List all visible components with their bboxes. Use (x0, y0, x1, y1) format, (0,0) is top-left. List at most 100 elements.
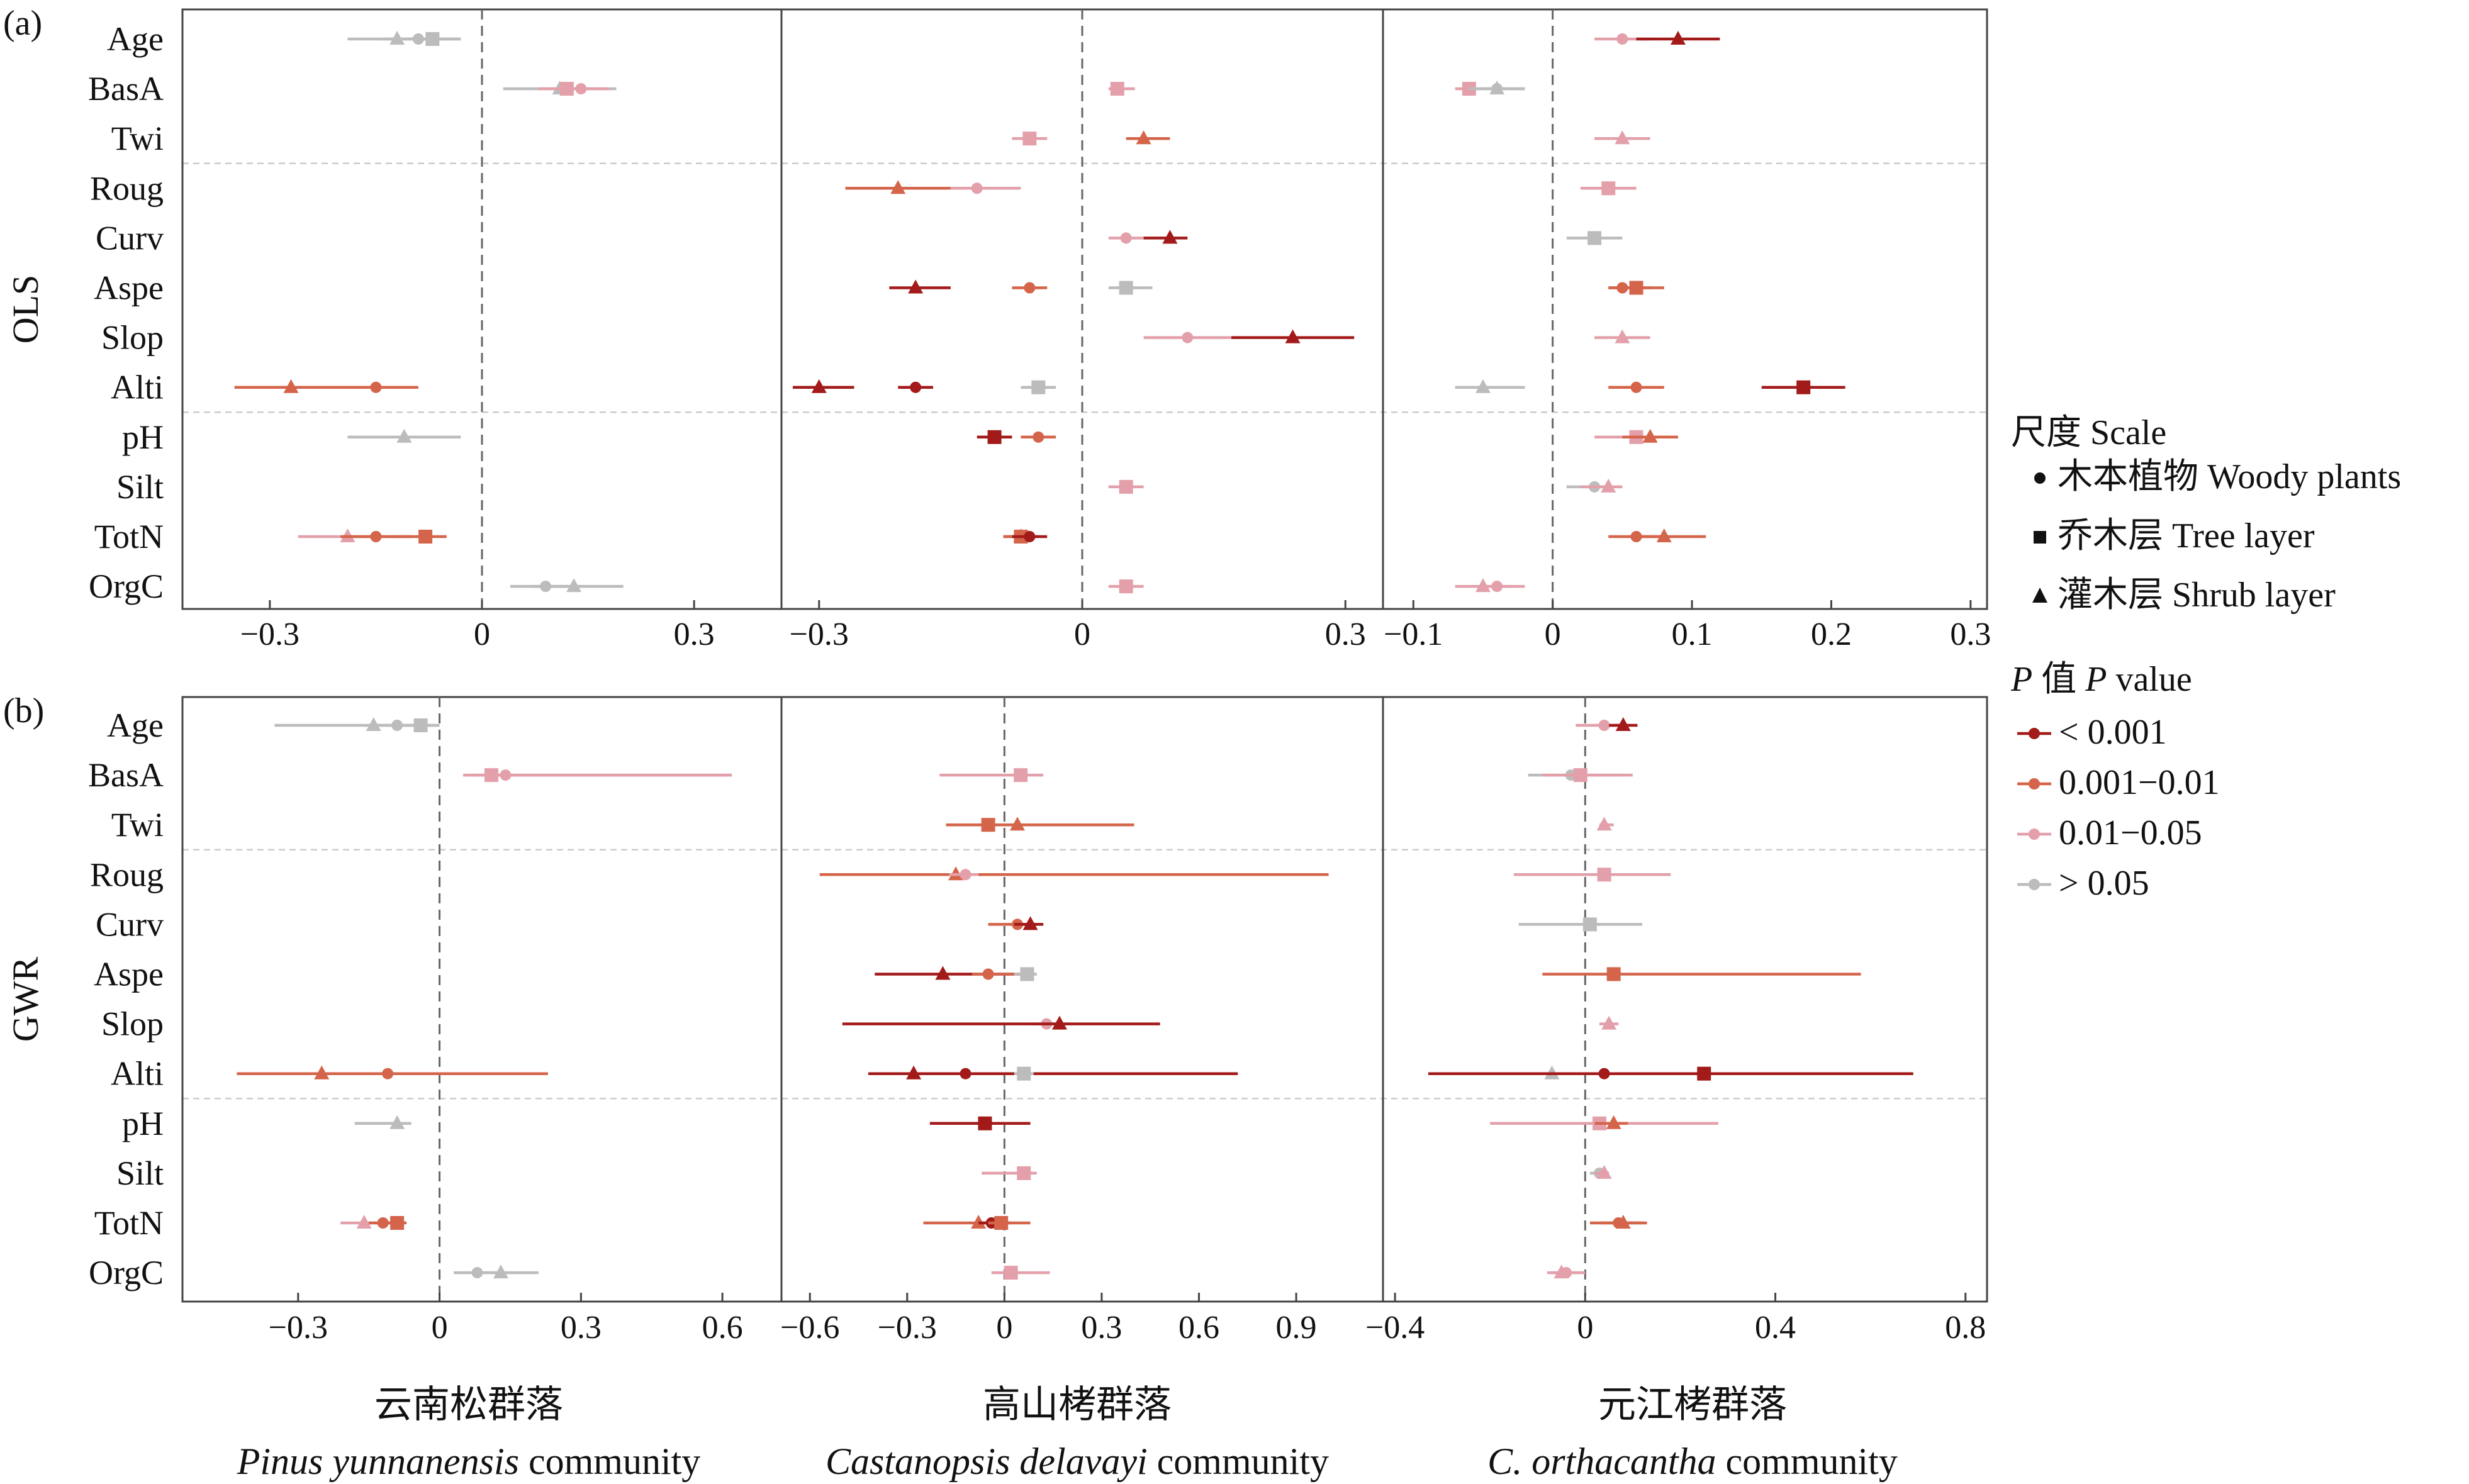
variable-label: BasA (88, 70, 164, 108)
variable-label: BasA (88, 756, 164, 794)
estimate-marker (1601, 1015, 1617, 1030)
estimate-marker (1615, 130, 1630, 145)
estimate-roug-square (1514, 868, 1671, 882)
community-name-en-rest: community (519, 1441, 700, 1482)
estimate-marker (1606, 967, 1621, 981)
estimate-marker (906, 1065, 922, 1080)
panel-2: −0.6 −0.3 0 0.3 0.6 0.9 (780, 696, 1384, 1346)
estimate-marker (1009, 817, 1025, 831)
estimate-marker (811, 379, 827, 393)
estimate-totn-square (397, 530, 447, 544)
estimate-marker (1119, 579, 1133, 594)
legend: 尺度 Scale 木本植物 Woody plants 乔木层 Tree layer 灌… (2010, 413, 2401, 903)
estimate-marker (1597, 868, 1611, 882)
estimate-aspe-triangle (889, 279, 951, 294)
estimate-age-square (406, 718, 435, 732)
estimate-totn-square (988, 1216, 1011, 1230)
estimate-age-triangle (1636, 31, 1720, 45)
estimate-slop-triangle (1599, 1015, 1619, 1030)
estimate-basa-square (939, 768, 1044, 783)
estimate-marker (1020, 967, 1034, 981)
variable-label: Curv (96, 219, 164, 257)
x-tick-label: −0.4 (1365, 1310, 1425, 1346)
variable-label: Alti (111, 1055, 164, 1093)
model-label: OLS (5, 275, 46, 344)
x-tick-label: 0 (474, 616, 490, 652)
estimate-curv-triangle (1143, 230, 1188, 244)
legend-circle-marker (2034, 472, 2046, 484)
estimate-totn-circle (1012, 531, 1048, 542)
estimate-marker (283, 379, 299, 393)
estimate-orgc-circle (1552, 1267, 1581, 1279)
estimate-marker (890, 180, 906, 194)
x-tick-label: 0 (996, 1310, 1012, 1346)
x-tick-label: 0.3 (674, 616, 715, 652)
legend-pvalue-label: 0.001−0.01 (2059, 763, 2220, 802)
estimate-curv-circle (1108, 232, 1144, 244)
x-tick-label: 0.6 (1179, 1310, 1219, 1346)
legend-pvalue-title-mid: 值 (2032, 660, 2085, 699)
legend-square-marker (2034, 531, 2046, 544)
estimate-alti-circle (1608, 381, 1664, 393)
panel-1: −0.3 0 0.3 (181, 8, 783, 652)
estimate-marker (971, 182, 983, 194)
estimate-roug-square (1580, 181, 1637, 196)
x-tick-label: 0.8 (1945, 1310, 1986, 1346)
legend-triangle-marker (2032, 588, 2047, 603)
estimate-silt-triangle (1580, 478, 1623, 493)
estimate-alti-triangle (1455, 379, 1525, 393)
variable-label: Age (107, 706, 164, 744)
estimate-marker (1119, 281, 1133, 295)
estimate-marker (1630, 381, 1642, 393)
community-name-en-rest: community (1148, 1441, 1329, 1482)
x-tick-label: 0.6 (702, 1310, 743, 1346)
chart-rows: (a) OLS Age BasA Twi Roug Curv Aspe Slop Alti pH Si… (3, 4, 1991, 1346)
estimate-orgc-square (991, 1266, 1050, 1280)
estimate-orgc-triangle (473, 1264, 539, 1279)
variable-label: pH (122, 418, 164, 456)
legend-pvalue-label: > 0.05 (2059, 864, 2149, 903)
estimate-alti-square (1021, 380, 1056, 394)
community-name-en-italic: Pinus yunnanensis (237, 1441, 519, 1482)
variable-label: Alti (111, 369, 164, 406)
estimate-alti-triangle (792, 379, 854, 393)
estimate-alti-square (1014, 1066, 1034, 1081)
estimate-silt-square (982, 1166, 1037, 1180)
estimate-aspe-circle (971, 968, 1021, 980)
panel-3: −0.4 0 0.4 0.8 (1365, 696, 1988, 1346)
community-name-en: Castanopsis delavayi community (826, 1441, 1329, 1482)
variable-label: Age (107, 20, 164, 58)
estimate-marker (1024, 282, 1036, 294)
x-tick-label: 0.3 (1081, 1310, 1122, 1346)
variable-label: Curv (96, 905, 164, 943)
estimate-marker (1796, 380, 1811, 394)
panel-frame (1382, 8, 1988, 610)
legend-pvalue-marker (2029, 728, 2040, 739)
estimate-marker (493, 1264, 508, 1279)
estimate-marker (1136, 130, 1151, 145)
estimate-marker (1014, 768, 1028, 783)
estimate-basa-circle (467, 769, 732, 781)
estimate-aspe-square (1014, 967, 1037, 981)
variable-label: Slop (101, 319, 164, 357)
x-tick-label: 0.4 (1755, 1310, 1796, 1346)
estimate-marker (1606, 1115, 1621, 1129)
variable-label: Twi (111, 120, 164, 157)
chart-row-ols: (a) OLS Age BasA Twi Roug Curv Aspe Slop Alti pH Si… (3, 4, 1991, 652)
estimate-marker (1017, 1166, 1031, 1180)
community-name-en-italic: Castanopsis delavayi (826, 1441, 1148, 1482)
panel-2: −0.3 0 0.3 (780, 8, 1384, 652)
estimate-totn-triangle (1599, 1215, 1642, 1229)
x-tick-label: 0.3 (1950, 616, 1991, 652)
community-name-en-italic: C. orthacantha (1487, 1441, 1716, 1482)
estimate-marker (413, 718, 428, 732)
estimate-alti-circle (898, 381, 933, 393)
estimate-marker (1051, 1015, 1067, 1030)
x-tick-label: −0.6 (780, 1310, 839, 1346)
estimate-curv-square (1518, 917, 1642, 932)
legend-pvalue-title: P 值 P value (2010, 660, 2192, 699)
estimate-roug-circle (949, 869, 979, 881)
panel-frame (181, 696, 783, 1303)
estimate-ph-circle (1021, 431, 1056, 443)
